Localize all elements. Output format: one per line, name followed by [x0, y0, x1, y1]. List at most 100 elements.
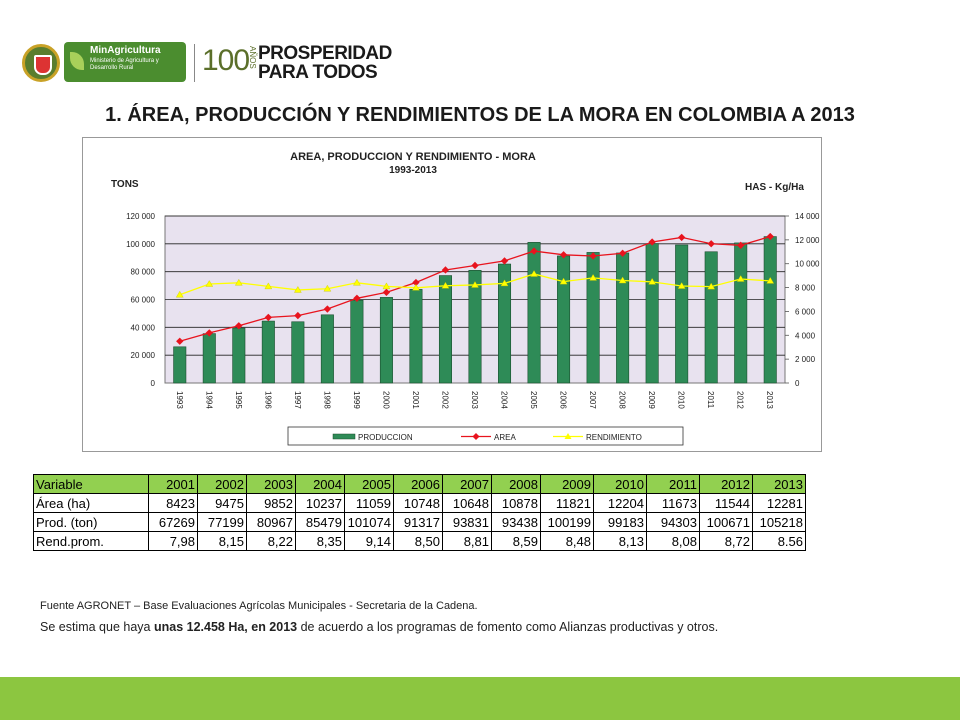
bar-produccion [616, 252, 630, 384]
footer-band [0, 677, 960, 720]
table-cell: 8,59 [491, 531, 541, 551]
marker-rendimiento [323, 284, 332, 292]
marker-area [471, 261, 479, 270]
table-header-row: Variable 2001 2002 2003 2004 2005 2006 2007 2008… [33, 474, 806, 494]
bar-produccion [586, 252, 600, 384]
table-cell: 8,50 [393, 531, 443, 551]
marker-rendimiento [441, 281, 450, 289]
table-cell: 77199 [197, 512, 247, 532]
x-tick-label: 2002 [440, 391, 449, 409]
bar-produccion [409, 289, 423, 384]
legend-label-rendimiento: RENDIMIENTO [586, 433, 642, 442]
colombia-seal-icon [22, 44, 60, 82]
marker-rendimiento [234, 278, 243, 286]
table-cell: 85479 [295, 512, 345, 532]
marker-area [589, 252, 597, 260]
bar-produccion [645, 243, 659, 384]
table-cell: 2008 [491, 474, 541, 494]
marker-area [441, 266, 450, 274]
table-row: Prod. (ton) 67269 77199 80967 85479 101074 913… [33, 512, 806, 532]
legend-marker-area [472, 432, 480, 441]
table-cell: 93831 [442, 512, 492, 532]
marker-area [530, 247, 538, 255]
combo-chart: AREA, PRODUCCION Y RENDIMIENTO - MORA 199… [111, 151, 820, 446]
table-cell: 12204 [593, 493, 647, 513]
note-pre: Se estima que haya [40, 620, 154, 634]
marker-rendimiento [618, 276, 627, 284]
marker-rendimiento [205, 280, 214, 287]
minagri-subtitle: Ministerio de Agricultura y Desarrollo R… [90, 58, 159, 71]
marker-area [618, 249, 627, 257]
chart-title: AREA, PRODUCCION Y RENDIMIENTO - MORA [290, 151, 536, 163]
x-tick-label: 2003 [470, 391, 479, 409]
x-tick-label: 2001 [411, 391, 420, 409]
x-tick-label: 1996 [263, 391, 272, 409]
table-cell: 10237 [295, 493, 345, 513]
table-cell: 11673 [646, 493, 700, 513]
bar-produccion [350, 299, 364, 384]
bar-produccion [291, 321, 305, 384]
bar-produccion [763, 236, 777, 384]
table-cell: 2011 [646, 474, 700, 494]
table-cell: 2007 [442, 474, 492, 494]
table-row: Rend.prom. 7,98 8,15 8,22 8,35 9,14 8,50 8,81 8,… [33, 531, 806, 551]
marker-rendimiento [471, 281, 479, 288]
x-tick-label: 1995 [234, 391, 243, 409]
table-row: Área (ha) 8423 9475 9852 10237 11059 10748 1064… [33, 493, 806, 513]
data-table: Variable 2001 2002 2003 2004 2005 2006 2007 2008… [33, 474, 806, 551]
y-tick-right: 12 000 [795, 236, 820, 245]
header-logos: MinAgricultura Ministerio de Agricultura… [22, 38, 392, 88]
y-tick-left: 0 [151, 379, 156, 388]
table-cell: 80967 [246, 512, 296, 532]
marker-area [559, 251, 568, 259]
marker-rendimiento [412, 283, 420, 291]
bar-produccion [202, 333, 216, 384]
x-tick-label: 2007 [588, 391, 597, 409]
x-tick-label: 1997 [293, 391, 302, 409]
table-cell: 2009 [540, 474, 594, 494]
bar-produccion [527, 242, 541, 384]
table-cell: 10748 [393, 493, 443, 513]
table-cell: 8,35 [295, 531, 345, 551]
prosperidad-line1: PROSPERIDAD [258, 43, 392, 64]
marker-area [176, 337, 184, 345]
table-cell: 8423 [148, 493, 198, 513]
y-axis-right-label: HAS - Kg/Ha [745, 182, 804, 193]
marker-area [500, 257, 509, 265]
marker-area [353, 294, 361, 302]
table-cell: 93438 [491, 512, 541, 532]
table-cell: 8,08 [646, 531, 700, 551]
marker-rendimiento [175, 290, 184, 298]
table-cell: 2005 [344, 474, 394, 494]
y-tick-right: 8 000 [795, 284, 816, 293]
marker-rendimiento [382, 282, 391, 290]
bar-produccion [379, 297, 393, 384]
note-text: Se estima que haya unas 12.458 Ha, en 20… [40, 620, 718, 634]
y-tick-left: 120 000 [126, 212, 155, 221]
bar-produccion [232, 327, 246, 384]
table-cell: 2012 [699, 474, 753, 494]
bar-produccion [704, 251, 718, 384]
table-cell: 99183 [593, 512, 647, 532]
marker-rendimiento [677, 282, 686, 289]
marker-area [323, 305, 332, 313]
table-cell: 7,98 [148, 531, 198, 551]
table-cell: 2002 [197, 474, 247, 494]
table-cell: 9,14 [344, 531, 394, 551]
marker-area [677, 233, 686, 242]
marker-rendimiento [707, 282, 716, 290]
bar-produccion [675, 244, 689, 384]
table-cell: 105218 [752, 512, 806, 532]
anniversary-number: 100 [202, 44, 250, 77]
table-cell: 2013 [752, 474, 806, 494]
row-label-cell: Variable [33, 474, 149, 494]
marker-rendimiento [500, 279, 509, 287]
page-title: 1. ÁREA, PRODUCCIÓN Y RENDIMIENTOS DE LA… [105, 104, 855, 126]
table-cell: 11544 [699, 493, 753, 513]
note-post: de acuerdo a los programas de fomento co… [297, 620, 719, 634]
y-tick-right: 14 000 [795, 212, 820, 221]
row-label-cell: Rend.prom. [33, 531, 149, 551]
legend-marker-rendimiento [564, 433, 572, 439]
prosperidad-logo: PROSPERIDAD PARA TODOS [258, 44, 392, 82]
table-cell: 94303 [646, 512, 700, 532]
